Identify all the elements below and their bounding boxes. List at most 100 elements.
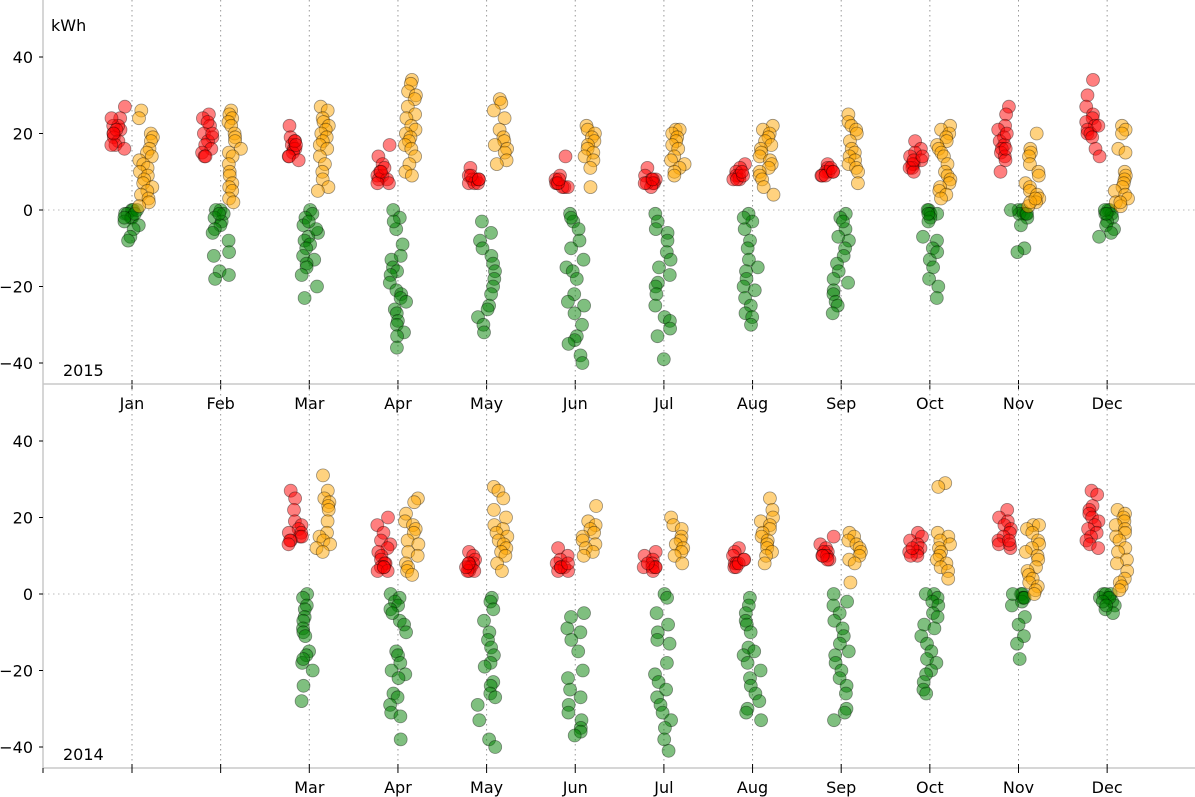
point-orange-jun: [589, 499, 603, 513]
point-orange-nov: [1029, 126, 1044, 141]
point-orange-sep: [843, 575, 858, 590]
point-green-jun: [569, 271, 584, 286]
point-green-may: [477, 659, 492, 674]
point-red-jan: [104, 138, 119, 152]
point-green-nov: [1004, 203, 1018, 217]
x-tick-label-jan: Jan: [119, 394, 145, 413]
point-green-feb: [222, 245, 237, 260]
point-red-nov: [998, 153, 1013, 168]
point-green-jul: [650, 633, 665, 647]
y-tick-label: 20: [13, 509, 33, 528]
x-tick-label-feb: Feb: [206, 394, 234, 413]
point-green-oct: [930, 245, 945, 260]
point-red-dec: [1092, 149, 1107, 164]
point-green-jun: [571, 222, 586, 237]
point-green-nov: [1010, 636, 1024, 651]
y-axis-unit-label: kWh: [51, 16, 86, 35]
point-orange-may: [496, 491, 511, 506]
point-red-apr: [370, 176, 385, 191]
point-green-mar: [297, 291, 312, 305]
point-orange-apr: [407, 495, 422, 510]
point-green-jul: [649, 606, 664, 620]
point-green-oct: [921, 206, 936, 221]
point-red-feb: [200, 115, 215, 129]
point-green-may: [477, 613, 491, 628]
point-green-jun: [573, 690, 588, 705]
point-green-nov: [1012, 652, 1027, 666]
point-green-jul: [660, 233, 675, 248]
point-green-may: [472, 713, 487, 728]
point-orange-may: [487, 138, 502, 152]
point-red-dec: [1091, 541, 1106, 555]
point-red-jan: [117, 141, 132, 156]
point-red-nov: [999, 126, 1014, 141]
point-orange-feb: [226, 195, 241, 210]
point-green-may: [488, 740, 503, 754]
point-green-sep: [841, 275, 855, 290]
point-green-sep: [833, 636, 847, 651]
x-tick-label-may: May: [470, 778, 503, 797]
point-red-jan: [118, 99, 132, 114]
y-tick-label: −20: [0, 278, 33, 297]
point-green-apr: [399, 294, 414, 309]
point-green-feb: [206, 248, 221, 263]
point-green-jul: [648, 222, 663, 237]
point-orange-aug: [756, 180, 771, 195]
point-red-jun: [561, 556, 575, 571]
point-green-aug: [753, 663, 768, 678]
point-red-dec: [1085, 130, 1100, 145]
point-green-jul: [662, 268, 677, 282]
point-orange-jan: [132, 199, 147, 214]
y-tick-label: −40: [0, 738, 33, 757]
y-tick-label: 0: [23, 201, 33, 220]
point-green-oct: [931, 279, 946, 294]
point-green-apr: [390, 329, 405, 344]
point-green-jul: [663, 252, 678, 267]
point-green-apr: [391, 671, 406, 685]
x-tick-label-aug: Aug: [737, 394, 768, 413]
point-green-apr: [389, 340, 404, 355]
point-green-jan: [117, 210, 132, 225]
point-green-may: [477, 325, 491, 340]
point-green-feb: [208, 271, 223, 286]
point-green-jul: [659, 682, 673, 697]
point-red-dec: [1086, 73, 1100, 87]
axes: 40 20 0 −20 −40 Jan Feb Mar Apr May Jun Jul Aug Sep Oc…: [0, 0, 1195, 413]
year-label: 2015: [63, 361, 104, 380]
point-red-oct: [906, 164, 921, 179]
point-green-oct: [929, 291, 944, 305]
point-green-may: [470, 698, 485, 712]
point-green-jun: [561, 336, 576, 351]
point-orange-nov: [1027, 587, 1042, 601]
point-green-jul: [649, 287, 664, 302]
axes: 40 20 0 −20 −40 Mar Apr May Jun Jul Aug Sep Oct Nov De…: [0, 384, 1195, 797]
point-green-aug: [752, 694, 767, 708]
point-green-jun: [561, 705, 576, 720]
point-green-jun: [575, 317, 589, 332]
point-orange-mar: [321, 502, 336, 517]
point-red-jun: [558, 149, 573, 164]
point-green-feb: [212, 206, 227, 221]
point-green-mar: [298, 629, 313, 643]
point-green-jun: [564, 633, 579, 647]
point-orange-aug: [766, 187, 781, 202]
x-tick-label-mar: Mar: [294, 394, 325, 413]
point-green-jul: [663, 321, 677, 336]
point-green-nov: [1010, 245, 1025, 260]
point-green-sep: [827, 613, 842, 628]
point-orange-apr: [404, 168, 419, 183]
point-green-dec: [1099, 598, 1114, 613]
point-orange-jul: [675, 556, 690, 571]
point-green-jun: [564, 210, 578, 225]
point-red-aug: [737, 552, 752, 567]
point-green-jul: [660, 590, 674, 605]
point-green-sep: [836, 214, 850, 229]
point-orange-nov: [1031, 168, 1046, 183]
point-green-jun: [561, 294, 575, 309]
point-red-dec: [1090, 487, 1105, 502]
x-tick-label-jun: Jun: [562, 394, 588, 413]
point-red-jul: [645, 172, 660, 187]
grid-lines: [43, 384, 1195, 768]
panel-2015: 40 20 0 −20 −40 Jan Feb Mar Apr May Jun Jul Aug Sep Oc…: [0, 0, 1195, 413]
